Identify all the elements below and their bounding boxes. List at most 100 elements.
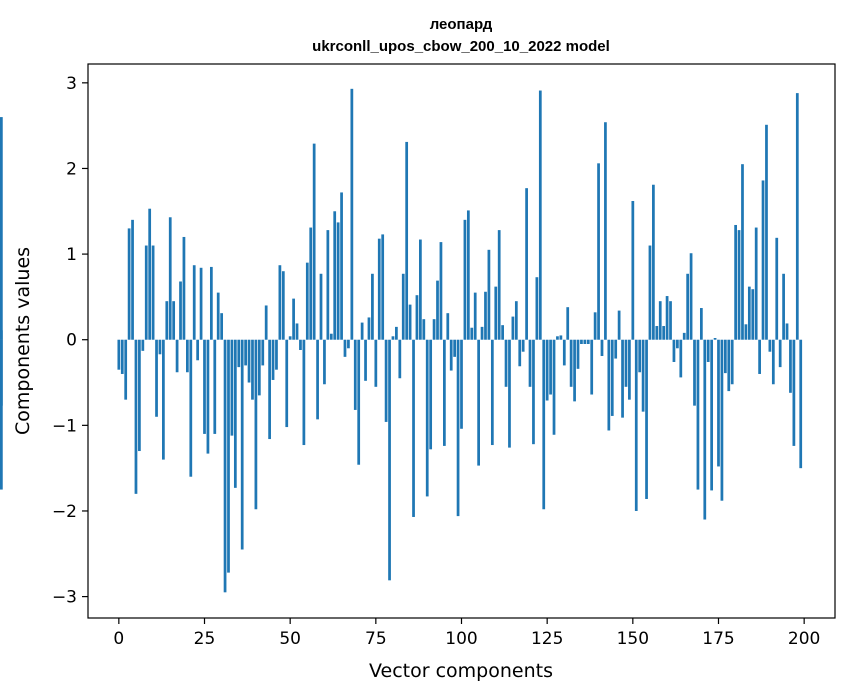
bar [271,339,275,380]
bar [614,339,618,359]
bar [751,289,755,340]
bar [679,339,683,378]
bar [504,339,508,387]
bar [196,339,200,361]
bar [508,339,511,448]
bar [590,339,594,395]
bar [528,339,532,387]
bar [316,339,319,420]
bar [223,339,227,593]
bar [285,339,289,428]
bar [494,286,498,340]
bar [600,339,604,356]
bar [347,339,350,349]
bar [604,122,607,340]
bar [556,336,559,340]
bar [538,90,542,340]
bar [138,339,141,452]
bar [182,236,186,340]
bar [758,339,761,374]
bar [484,291,487,340]
bar [549,339,552,395]
bar [412,339,415,517]
bar [624,339,628,387]
bar [655,326,659,340]
bar [593,312,597,340]
bar [713,338,717,340]
y-tick-label: −2 [52,502,77,522]
bar [518,339,522,367]
chart-title-line-2: ukrconll_upos_cbow_200_10_2022 model [312,38,610,55]
bar [264,305,268,340]
bar [254,339,258,510]
bar [720,339,724,501]
bar [487,249,491,340]
bar [717,339,720,467]
bar [532,339,535,445]
bar [583,339,587,344]
bar [141,339,145,351]
bar [384,339,388,422]
bar [168,217,172,340]
bar [514,301,518,340]
bar [699,308,703,340]
bar [244,339,247,366]
bar [607,339,611,431]
bar [617,310,621,340]
bar [367,317,371,340]
bar [333,211,337,340]
bar [703,339,707,520]
bar [456,339,460,517]
bar [761,180,765,340]
bar [408,304,412,340]
bar [357,339,361,465]
bar [778,339,782,368]
bar [542,339,546,510]
x-axis-label: Vector components [369,660,553,682]
bar [189,339,193,477]
bar [281,271,285,340]
bar [470,327,474,340]
bar [391,336,395,340]
bar [463,219,467,340]
x-tick-label: 75 [365,629,387,649]
x-tick-label: 175 [702,629,734,649]
bar [0,339,3,490]
bar [309,227,313,340]
bar [134,339,138,494]
bar [203,339,206,434]
bar [439,242,443,340]
bar [319,273,323,340]
bar [785,323,789,340]
bar [422,319,426,340]
y-tick-label: 0 [66,331,77,351]
bar [610,339,614,416]
chart-title-line-1: леопард [430,16,493,33]
bar [525,188,528,340]
bar [131,219,134,340]
bar [220,313,224,340]
bar [425,339,429,497]
bar [162,339,165,460]
bar [186,339,189,373]
bar [686,273,690,340]
x-tick-label: 200 [788,629,820,649]
bar [377,238,381,340]
bar [641,339,645,412]
bar [652,184,655,340]
bar [144,245,148,340]
bar [336,222,340,340]
bar [151,245,155,340]
bars-group [0,88,803,593]
bar [127,228,131,340]
bar [227,339,230,573]
bar [312,143,316,340]
bar [117,339,121,370]
bar [734,224,737,340]
bar [449,339,453,371]
bar [216,292,220,340]
bar [737,230,741,340]
bar [275,339,278,370]
y-tick-label: −1 [52,416,77,436]
